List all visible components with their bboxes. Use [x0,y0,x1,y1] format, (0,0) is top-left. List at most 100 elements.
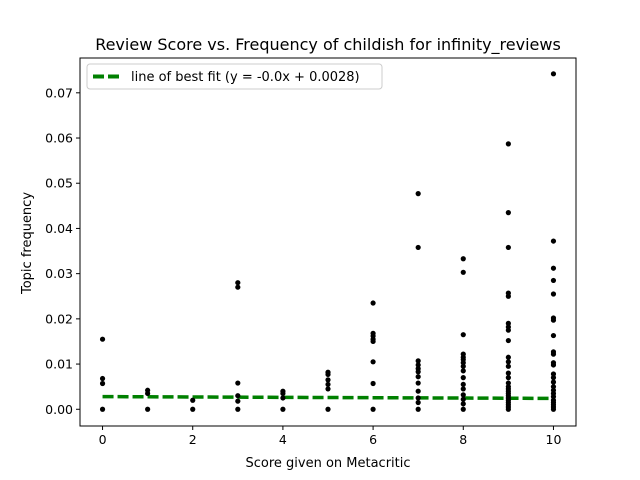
data-point [415,399,421,406]
data-point [505,375,511,381]
data-point [370,300,376,306]
data-point [415,365,421,372]
data-point [415,406,421,412]
data-point [370,406,376,412]
data-point [280,406,286,412]
data-point [505,380,511,386]
data-point [550,379,557,385]
data-point [370,380,376,387]
data-point [370,330,376,336]
y-tick-label: 0.04 [45,221,73,236]
data-point [505,141,511,147]
data-point [550,315,557,321]
x-tick-label: 2 [189,432,197,447]
data-point [415,380,421,386]
data-point [415,358,421,364]
data-point [550,238,557,244]
data-point [550,349,557,355]
data-point [280,395,286,401]
data-point [99,406,106,412]
data-point [505,370,511,376]
data-point [415,362,421,368]
data-point [550,291,557,297]
data-point [460,368,466,374]
y-tick-label: 0.07 [45,85,73,100]
data-point [280,388,286,394]
data-point [460,332,466,338]
data-point [190,406,196,412]
data-point [550,332,557,339]
y-tick-label: 0.00 [45,402,73,417]
data-point [505,320,511,326]
best-fit-layer [102,394,554,401]
data-point [460,363,466,369]
y-axis-label: Topic frequency [20,192,35,295]
x-axis-ticks: 0 2 4 6 8 10 [99,426,562,447]
data-point [99,336,106,342]
data-point [550,397,557,403]
data-point [415,244,421,251]
data-point [415,191,421,197]
data-point [460,269,466,275]
data-point [460,401,466,407]
data-point [550,265,557,271]
data-point [415,374,421,380]
data-point [99,380,106,387]
data-point [235,406,241,412]
data-point [505,337,511,344]
data-point [460,375,466,381]
data-point [325,377,331,383]
x-axis-label: Score given on Metacritic [245,456,410,471]
plot-frame [79,57,577,427]
data-point [505,354,511,360]
data-point [550,387,557,393]
legend-label-best-fit: line of best fit (y = -0.0x + 0.0028) [131,70,360,85]
data-point [505,244,511,251]
chart-title: Review Score vs. Frequency of childish f… [95,35,561,55]
data-point [550,375,557,381]
data-point [550,71,557,77]
data-point [505,210,511,216]
data-point [325,381,331,388]
data-point [99,375,106,382]
data-point [505,290,511,296]
data-point [145,406,151,412]
x-tick-label: 8 [459,432,467,447]
legend: line of best fit (y = -0.0x + 0.0028) [86,63,383,90]
data-point [415,388,421,394]
data-point [460,256,466,262]
y-tick-label: 0.03 [45,266,73,281]
x-tick-label: 0 [99,432,107,447]
plot-area [79,57,577,427]
data-point [235,398,241,404]
data-point [235,380,241,386]
data-point [325,386,331,392]
y-tick-label: 0.01 [45,357,73,372]
data-point [460,351,466,357]
data-point [460,392,466,398]
data-point [460,396,466,402]
x-tick-label: 10 [546,432,562,447]
best-fit-line [102,394,554,401]
y-axis-ticks: 0.00 0.01 0.02 0.03 0.04 0.05 0.06 0.07 [45,85,80,417]
y-tick-label: 0.02 [45,311,73,326]
data-point [505,363,511,369]
x-tick-label: 4 [279,432,287,447]
data-point [460,386,466,392]
data-point [235,393,241,399]
x-tick-label: 6 [369,432,377,447]
data-point [325,369,331,375]
data-point [235,284,241,290]
data-points [99,71,557,412]
data-point [550,371,557,377]
data-point [325,406,331,412]
data-point [550,360,557,366]
legend-box [86,63,383,90]
data-point [415,395,421,401]
data-point [550,384,557,390]
data-point [460,406,466,412]
data-point [235,280,241,286]
data-point [505,359,511,365]
data-point [505,384,511,390]
